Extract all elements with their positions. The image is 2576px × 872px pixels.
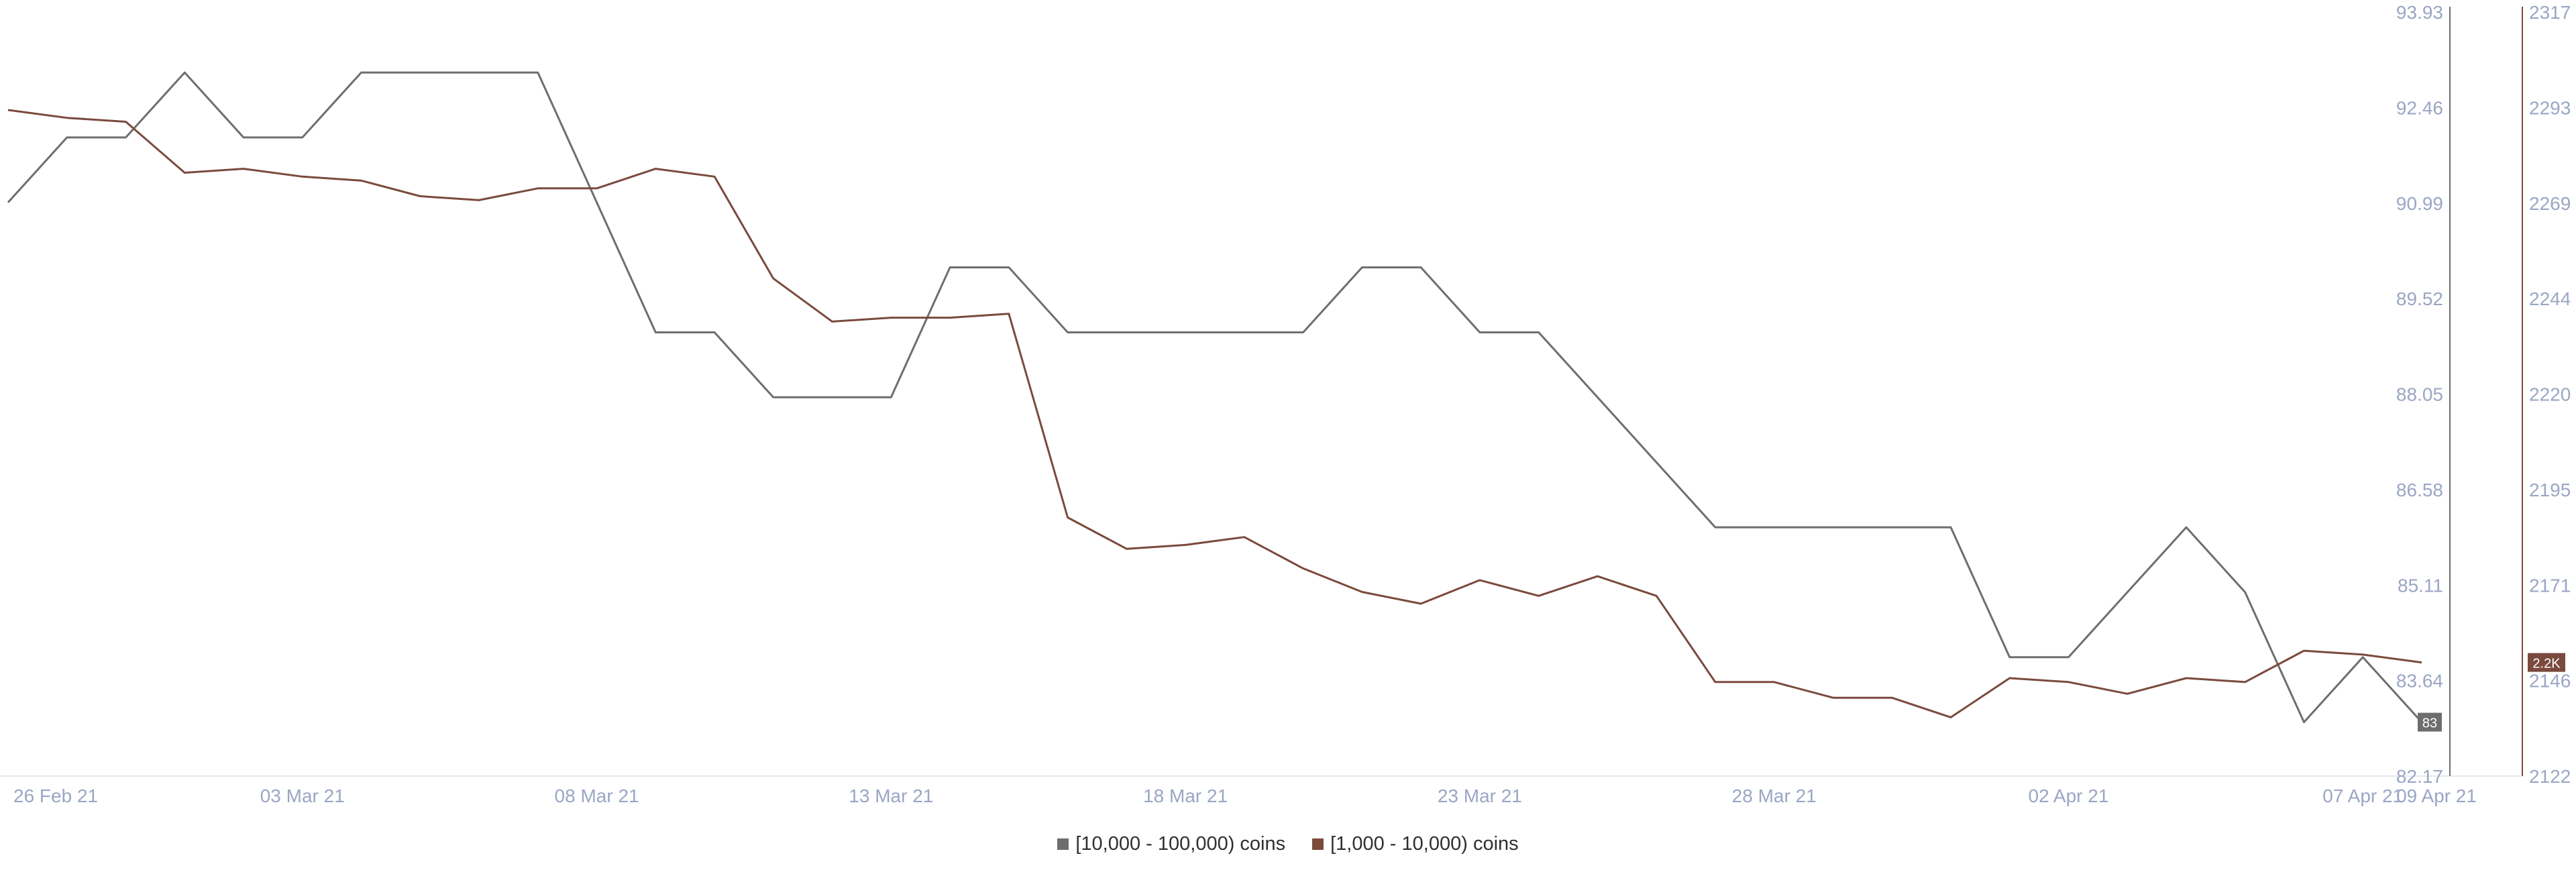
series-line-small-holders [7, 109, 2422, 718]
y-right-tick-label: 2244 [2529, 288, 2571, 309]
x-tick-label: 07 Apr 21 [2322, 785, 2403, 806]
y-right-tick-label: 2195 [2529, 480, 2571, 500]
y-left-tick-label: 88.05 [2396, 384, 2443, 405]
y-right-tick-label: 2293 [2529, 97, 2571, 118]
series-end-badge-label: 83 [2422, 716, 2437, 731]
y-left-tick-label: 92.46 [2396, 97, 2443, 118]
y-right-tick-label: 2122 [2529, 766, 2571, 787]
x-tick-label: 18 Mar 21 [1143, 785, 1228, 806]
x-tick-label: 13 Mar 21 [849, 785, 933, 806]
x-tick-label: 08 Mar 21 [555, 785, 639, 806]
y-right-tick-label: 2317 [2529, 2, 2571, 23]
y-left-tick-label: 90.99 [2396, 193, 2443, 214]
y-left-tick-label: 83.64 [2396, 671, 2443, 692]
x-tick-label: 09 Apr 21 [2396, 785, 2477, 806]
series-end-badge [2418, 712, 2442, 732]
series-end-badge [2528, 653, 2565, 672]
y-right-tick-label: 2269 [2529, 193, 2571, 214]
x-tick-label: 23 Mar 21 [1438, 785, 1522, 806]
legend-swatch-large-holders [1057, 838, 1069, 850]
legend-item-large-holders[interactable]: [10,000 - 100,000) coins [1057, 833, 1285, 855]
x-tick-label: 02 Apr 21 [2029, 785, 2109, 806]
legend-label-small-holders: [1,000 - 10,000) coins [1330, 832, 1519, 855]
y-left-tick-label: 86.58 [2396, 480, 2443, 500]
y-left-tick-label: 82.17 [2396, 766, 2443, 787]
series-end-badge-label: 2.2K [2532, 657, 2561, 671]
legend-label-large-holders: [10,000 - 100,000) coins [1075, 832, 1286, 855]
series-line-large-holders [7, 71, 2423, 724]
y-left-tick-label: 85.11 [2398, 575, 2443, 596]
legend-item-small-holders[interactable]: [1,000 - 10,000) coins [1312, 833, 1519, 855]
y-left-tick-label: 93.93 [2396, 2, 2443, 23]
chart-legend: [10,000 - 100,000) coins [1,000 - 10,000… [0, 827, 2576, 861]
y-right-tick-label: 2220 [2529, 384, 2571, 405]
legend-swatch-small-holders [1312, 838, 1324, 850]
y-right-tick-label: 2146 [2529, 671, 2571, 692]
y-left-tick-label: 89.52 [2396, 288, 2443, 309]
y-right-tick-label: 2171 [2529, 575, 2571, 596]
x-tick-label: 26 Feb 21 [13, 785, 98, 806]
x-tick-label: 28 Mar 21 [1732, 785, 1817, 806]
x-tick-label: 03 Mar 21 [260, 785, 345, 806]
